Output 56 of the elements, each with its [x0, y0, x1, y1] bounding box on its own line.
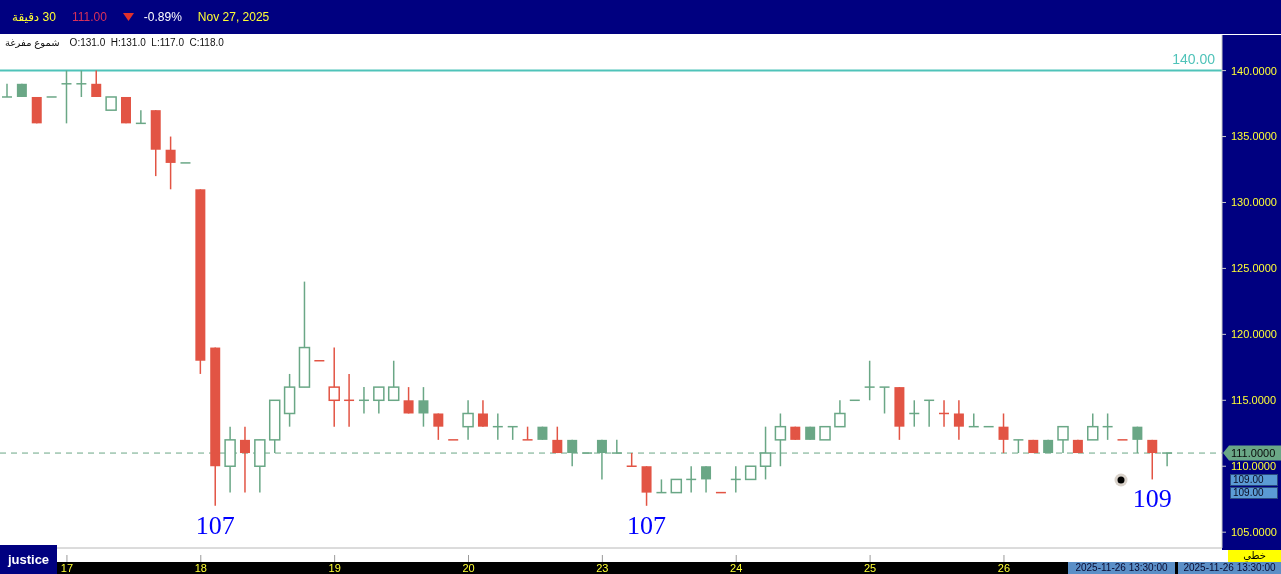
y-tick-label: 135.0000 — [1231, 130, 1277, 143]
x-tick-label: 19 — [328, 562, 341, 574]
y-tick-label: 115.0000 — [1231, 394, 1277, 407]
text: خطي — [1243, 550, 1266, 562]
text: -0.89% — [143, 10, 182, 24]
x-tick-label: 23 — [596, 562, 609, 574]
candlestick — [477, 399, 488, 428]
x-tick-label: 26 — [997, 562, 1011, 574]
text: 109 — [1132, 484, 1172, 514]
candlestick — [433, 412, 444, 441]
candlestick — [834, 399, 846, 428]
candlestick — [165, 135, 176, 191]
text: 111.00 — [71, 10, 107, 24]
text: Nov 27, 2025 — [197, 10, 270, 24]
ref-line-label: 140.00 — [1172, 50, 1216, 67]
y-tick-label: 125.0000 — [1231, 262, 1277, 275]
candlestick — [953, 399, 964, 441]
candlestick — [462, 399, 474, 441]
ref-line-label: 111.0000 — [1231, 447, 1276, 460]
candlestick — [60, 69, 73, 125]
candlestick — [701, 465, 712, 494]
text: justice — [7, 551, 50, 568]
x-tick-label: 18 — [194, 562, 207, 574]
y-tick-label: 105.0000 — [1231, 526, 1277, 539]
candlestick — [75, 69, 88, 98]
candlestick — [998, 412, 1009, 454]
x-tick-label: 25 — [863, 562, 877, 574]
candlestick — [1147, 439, 1158, 481]
price-tag: 109.00 — [1230, 487, 1278, 499]
annotation: شموع مفرغة — [5, 36, 60, 48]
candlestick — [1, 83, 13, 98]
text: 2025-11-26 13:30:00 — [1183, 562, 1276, 574]
text: 2025-11-26 13:30:00 — [1075, 562, 1168, 574]
candlestick — [387, 359, 400, 402]
candlestick — [403, 386, 414, 415]
text: 107 — [627, 510, 667, 540]
candlestick — [418, 386, 429, 428]
candlestick — [373, 386, 385, 415]
candlestick — [1087, 412, 1099, 441]
text: 107 — [195, 510, 235, 540]
y-tick-label: 110.0000 — [1231, 460, 1277, 473]
x-tick-label: 17 — [60, 562, 74, 574]
candlestick — [91, 69, 102, 98]
candlestick — [878, 386, 891, 415]
price-tag: 109.00 — [1230, 474, 1278, 486]
y-tick-label: 120.0000 — [1231, 328, 1277, 341]
candlestick — [328, 346, 340, 428]
x-tick-label: 20 — [462, 562, 475, 574]
candlestick — [239, 425, 250, 494]
candlestick — [863, 359, 876, 402]
candlestick — [552, 425, 563, 454]
text: 30 دقيقة — [12, 10, 56, 24]
y-tick-label: 140.0000 — [1231, 64, 1277, 77]
x-tick-label: 24 — [730, 562, 743, 574]
annotation: O:131.0 H:131.0 L:117.0 C:118.0 — [69, 36, 224, 48]
y-tick-label: 130.0000 — [1231, 196, 1277, 209]
